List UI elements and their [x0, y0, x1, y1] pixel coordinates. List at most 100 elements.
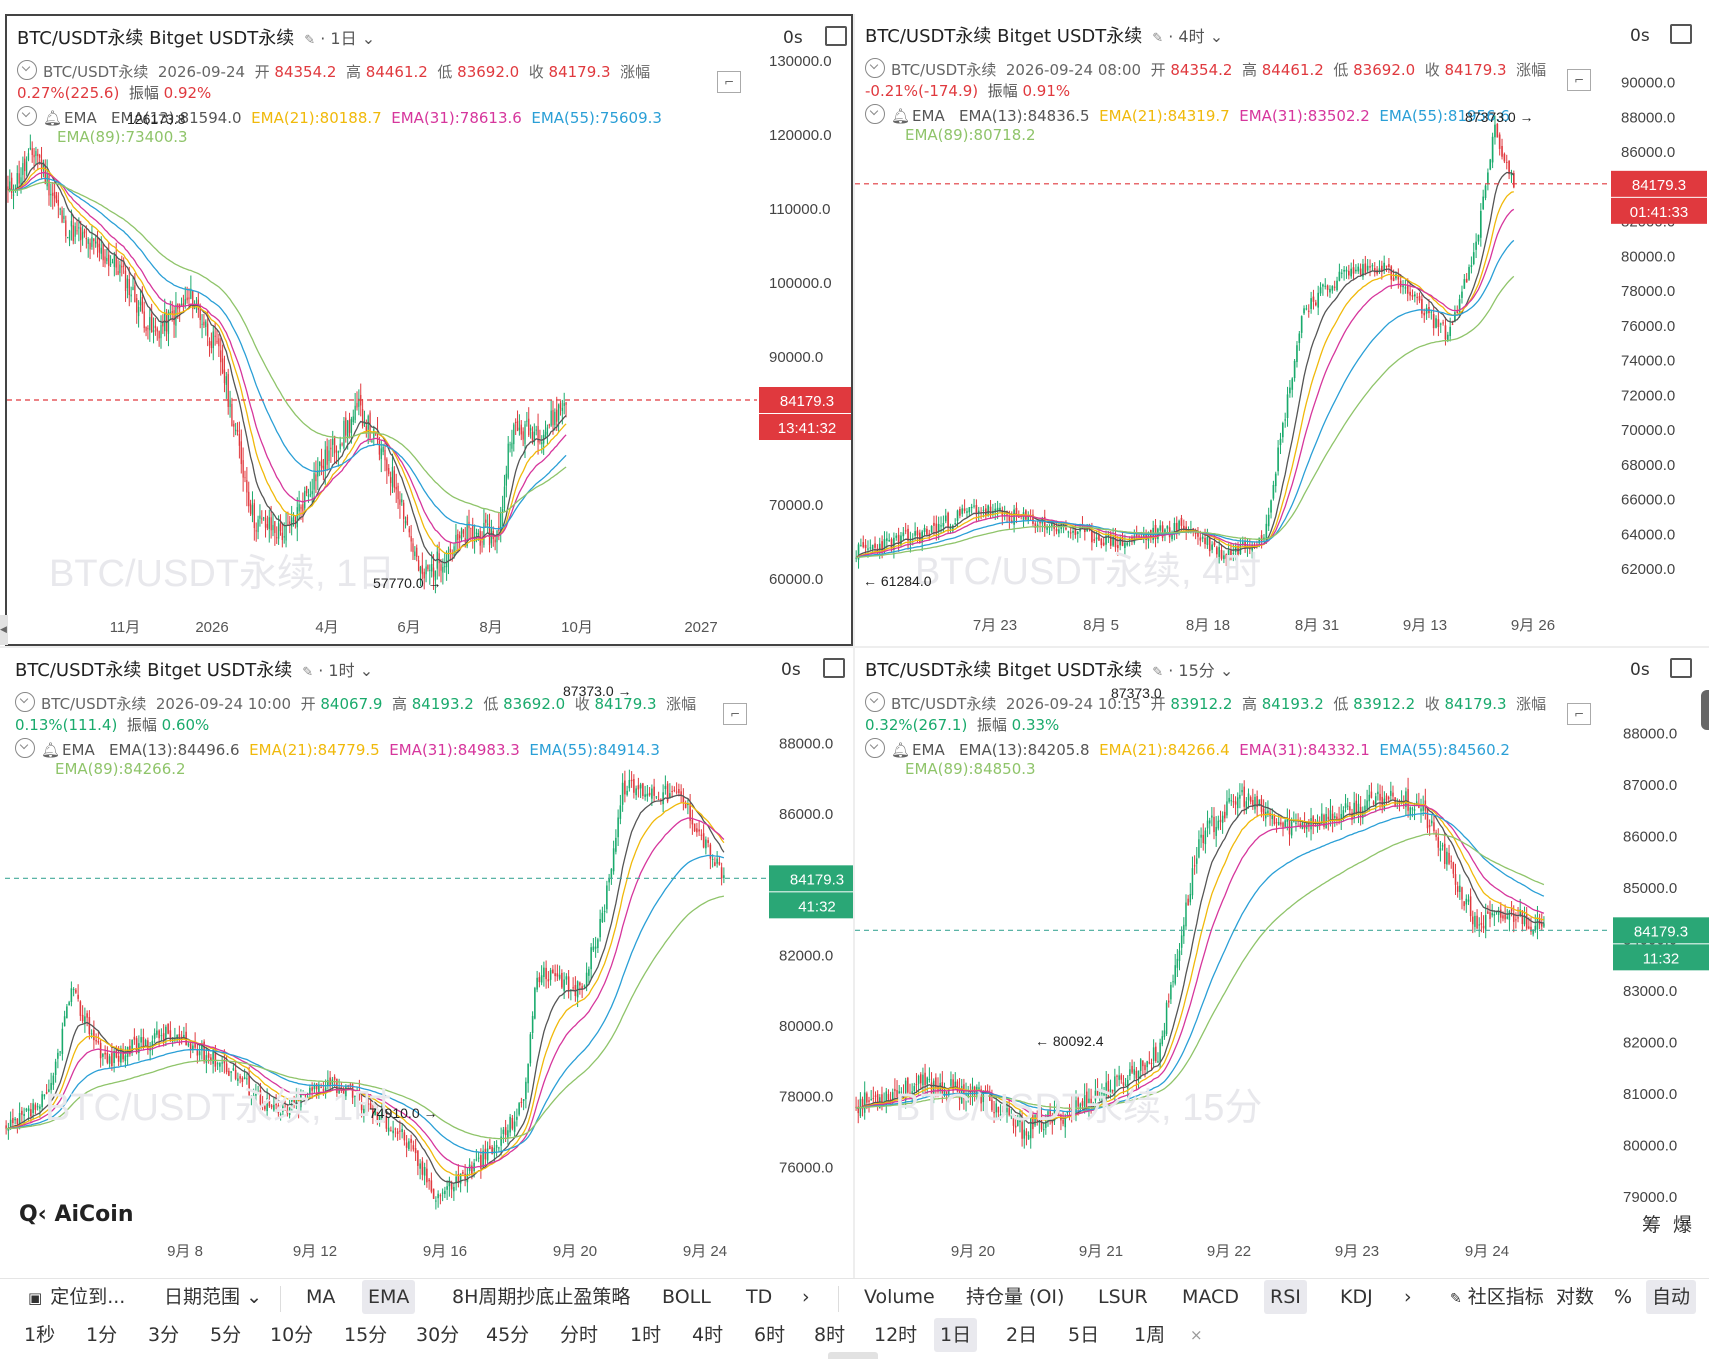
chart-panel-daily[interactable]: BTC/USDT永续 Bitget USDT永续 ✎ · 1日 ⌄ 0s BTC/…: [5, 14, 853, 646]
panel-divider[interactable]: [0, 646, 1709, 648]
interval-8[interactable]: 分时: [560, 1324, 599, 1346]
interval-1[interactable]: 1分: [86, 1324, 118, 1346]
liquidation-button[interactable]: 爆: [1673, 1214, 1693, 1236]
bell-icon[interactable]: 🔔︎: [43, 109, 63, 127]
interval-10[interactable]: 4时: [692, 1324, 724, 1346]
bell-icon[interactable]: 🔔︎: [891, 741, 911, 759]
ema55-value: EMA(55):84914.3: [529, 741, 660, 759]
boll-button[interactable]: BOLL: [656, 1280, 717, 1314]
ema-label[interactable]: EMA: [912, 741, 945, 759]
close-icon[interactable]: ×: [1190, 1326, 1203, 1344]
interval-3[interactable]: 5分: [210, 1324, 242, 1346]
bottom-drag-handle[interactable]: [828, 1352, 878, 1359]
scroll-right-icon[interactable]: ›: [802, 1286, 810, 1308]
open-label: 开: [1150, 61, 1166, 79]
candle-body: [1093, 539, 1096, 541]
candle-body: [952, 1079, 954, 1091]
collapse-icon[interactable]: [17, 60, 37, 80]
candle-body: [1273, 815, 1276, 825]
interval-0[interactable]: 1秒: [24, 1324, 56, 1346]
left-collapse-handle[interactable]: ◀: [0, 615, 8, 645]
candle-body: [894, 1088, 896, 1092]
collapse-icon[interactable]: [15, 738, 35, 758]
interval-selector[interactable]: ✎ · 15分 ⌄: [1152, 661, 1233, 680]
date-range-button[interactable]: 日期范围 ⌄: [158, 1280, 268, 1314]
community-indicator-button[interactable]: ✎ 社区指标: [1444, 1280, 1550, 1314]
chart-panel-1h[interactable]: BTC/USDT永续 Bitget USDT永续 ✎ · 1时 ⌄ 0s BTC/…: [5, 648, 853, 1278]
interval-selector[interactable]: ✎ · 1日 ⌄: [304, 29, 375, 48]
interval-16[interactable]: 5日: [1068, 1324, 1100, 1346]
interval-5[interactable]: 15分: [344, 1324, 388, 1346]
interval-17[interactable]: 1周: [1134, 1324, 1166, 1346]
candlestick-chart[interactable]: BTC/USDT永续, 4时90000.088000.086000.084000…: [855, 14, 1709, 646]
interval-7[interactable]: 45分: [486, 1324, 530, 1346]
rsi-button[interactable]: RSI: [1264, 1280, 1307, 1314]
scroll-right-icon[interactable]: ›: [1404, 1286, 1412, 1308]
candle-body: [1345, 269, 1348, 272]
chevron-down-icon: ⌄: [1209, 27, 1224, 46]
candlestick-chart[interactable]: BTC/USDT永续, 1时88000.086000.084000.082000…: [5, 648, 853, 1278]
interval-14[interactable]: 1日: [934, 1318, 978, 1352]
candle-body: [1232, 801, 1235, 803]
interval-12[interactable]: 8时: [814, 1324, 846, 1346]
interval-11[interactable]: 6时: [754, 1324, 786, 1346]
chart-panel-4h[interactable]: BTC/USDT永续 Bitget USDT永续 ✎ · 4时 ⌄ 0s BTC/…: [855, 14, 1709, 646]
expand-icon[interactable]: ⌐: [723, 703, 747, 725]
interval-2[interactable]: 3分: [148, 1324, 180, 1346]
collapse-icon[interactable]: [865, 692, 885, 712]
ema-button[interactable]: EMA: [362, 1280, 416, 1314]
bell-icon[interactable]: 🔔︎: [891, 107, 911, 125]
bell-icon[interactable]: 🔔︎: [41, 741, 61, 759]
collapse-icon[interactable]: [17, 106, 37, 126]
expand-icon[interactable]: ⌐: [1567, 69, 1591, 91]
percent-button[interactable]: %: [1608, 1280, 1638, 1314]
ma-button[interactable]: MA: [300, 1280, 341, 1314]
candlestick-chart[interactable]: BTC/USDT永续, 15分 88000.0 87000.0 86000.0 8500…: [855, 648, 1709, 1278]
expand-icon[interactable]: ⌐: [1567, 703, 1591, 725]
volume-button[interactable]: Volume: [858, 1280, 941, 1314]
kdj-button[interactable]: KDJ: [1334, 1280, 1379, 1314]
panel-title[interactable]: BTC/USDT永续 Bitget USDT永续 ✎ · 4时 ⌄: [865, 22, 1223, 48]
collapse-icon[interactable]: [865, 104, 885, 124]
chip-distribution-button[interactable]: 筹: [1642, 1214, 1662, 1236]
right-collapse-handle[interactable]: [1701, 690, 1709, 730]
expand-icon[interactable]: ⌐: [717, 71, 741, 93]
oi-button[interactable]: 持仓量 (OI): [960, 1280, 1070, 1314]
chart-panel-15m[interactable]: BTC/USDT永续 Bitget USDT永续 ✎ · 15分 ⌄ 0s BTC…: [855, 648, 1709, 1278]
auto-button[interactable]: 自动: [1646, 1280, 1697, 1314]
candlestick-chart[interactable]: BTC/USDT永续, 1日 130000.0 120000.0 110000.0 10…: [7, 16, 853, 646]
collapse-icon[interactable]: [865, 738, 885, 758]
strategy-button[interactable]: 8H周期抄底止盈策略: [446, 1280, 636, 1314]
screenshot-icon[interactable]: [1670, 24, 1692, 44]
collapse-icon[interactable]: [865, 58, 885, 78]
screenshot-icon[interactable]: [825, 26, 847, 46]
candle-body: [67, 237, 69, 239]
candle-body: [966, 511, 968, 513]
interval-15[interactable]: 2日: [1006, 1324, 1038, 1346]
locate-button[interactable]: ▣ 定位到...: [22, 1280, 131, 1314]
ema-label[interactable]: EMA: [62, 741, 95, 759]
screenshot-icon[interactable]: [823, 658, 845, 678]
interval-6[interactable]: 30分: [416, 1324, 460, 1346]
candle-body: [1185, 526, 1188, 531]
td-button[interactable]: TD: [740, 1280, 778, 1314]
interval-9[interactable]: 1时: [630, 1324, 662, 1346]
log-scale-button[interactable]: 对数: [1550, 1280, 1600, 1314]
interval-4[interactable]: 10分: [270, 1324, 314, 1346]
candle-body: [1277, 447, 1279, 472]
collapse-icon[interactable]: [15, 692, 35, 712]
screenshot-icon[interactable]: [1670, 658, 1692, 678]
ema-label[interactable]: EMA: [64, 109, 97, 127]
ema-label[interactable]: EMA: [912, 107, 945, 125]
interval-13[interactable]: 12时: [874, 1324, 918, 1346]
panel-title[interactable]: BTC/USDT永续 Bitget USDT永续 ✎ · 15分 ⌄: [865, 656, 1233, 682]
candle-body: [942, 522, 945, 527]
panel-title[interactable]: BTC/USDT永续 Bitget USDT永续 ✎ · 1日 ⌄: [17, 24, 375, 50]
panel-title[interactable]: BTC/USDT永续 Bitget USDT永续 ✎ · 1时 ⌄: [15, 656, 373, 682]
candle-body: [276, 537, 278, 539]
lsur-button[interactable]: LSUR: [1092, 1280, 1154, 1314]
interval-selector[interactable]: ✎ · 1时 ⌄: [302, 661, 373, 680]
candle-body: [425, 566, 427, 575]
macd-button[interactable]: MACD: [1176, 1280, 1245, 1314]
interval-selector[interactable]: ✎ · 4时 ⌄: [1152, 27, 1223, 46]
